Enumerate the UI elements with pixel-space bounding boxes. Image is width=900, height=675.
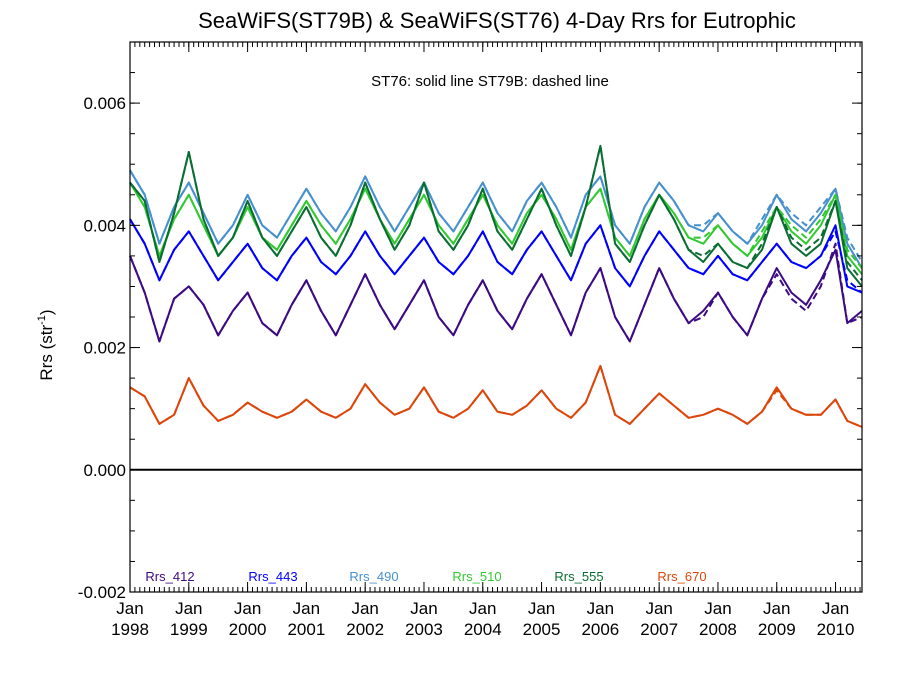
legend-rrs-412: Rrs_412	[145, 569, 194, 584]
x-tick-label-year: 2008	[699, 620, 737, 639]
x-tick-label-year: 2010	[817, 620, 855, 639]
x-tick-label-year: 2009	[758, 620, 796, 639]
legend-rrs-510: Rrs_510	[452, 569, 501, 584]
y-tick-label: 0.002	[83, 339, 126, 358]
series-line-dashed-rrs-670	[129, 364, 863, 428]
axes: -0.002 0.000 0.002 0.004 0.006 Jan 1998 Jan 1999…	[78, 41, 863, 639]
y-tick-label: 0.004	[83, 216, 126, 235]
x-tick-label-month: Jan	[234, 599, 261, 618]
x-tick-label-year: 2005	[523, 620, 561, 639]
legend-rrs-670: Rrs_670	[657, 569, 706, 584]
x-tick-label-year: 2000	[229, 620, 267, 639]
y-tick-label: -0.002	[78, 583, 126, 602]
plot-frame	[129, 41, 863, 593]
x-tick-label-year: 2004	[464, 620, 502, 639]
x-tick-label-month: Jan	[704, 599, 731, 618]
x-tick-label-year: 2001	[287, 620, 325, 639]
y-tick-label: 0.000	[83, 461, 126, 480]
x-tick-label-month: Jan	[645, 599, 672, 618]
series-line-dashed-rrs-443	[129, 218, 863, 294]
x-tick-label-month: Jan	[116, 599, 143, 618]
series-line-rrs-670	[129, 364, 863, 428]
x-tick-label-month: Jan	[351, 599, 378, 618]
x-tick-label-year: 1999	[170, 620, 208, 639]
line-style-note: ST76: solid line ST79B: dashed line	[371, 73, 609, 90]
x-tick-label-month: Jan	[293, 599, 320, 618]
x-tick-label-month: Jan	[528, 599, 555, 618]
x-tick-label-year: 2002	[346, 620, 384, 639]
y-axis-label: Rrs (str-1)	[36, 309, 56, 380]
series-line-rrs-555	[129, 144, 863, 288]
series-line-rrs-490	[129, 169, 863, 269]
x-tick-label-year: 2006	[581, 620, 619, 639]
x-tick-label-year: 1998	[111, 620, 149, 639]
x-tick-label-year: 2007	[640, 620, 678, 639]
legend-rrs-555: Rrs_555	[554, 569, 603, 584]
x-tick-label-month: Jan	[175, 599, 202, 618]
x-tick-label-month: Jan	[469, 599, 496, 618]
y-tick-label: 0.006	[83, 94, 126, 113]
series-line-rrs-510	[129, 182, 863, 275]
series-line-rrs-443	[129, 218, 863, 294]
legend-rrs-490: Rrs_490	[349, 569, 398, 584]
series-lines	[129, 144, 863, 428]
x-tick-label-month: Jan	[822, 599, 849, 618]
x-tick-label-month: Jan	[587, 599, 614, 618]
chart-title: SeaWiFS(ST79B) & SeaWiFS(ST76) 4-Day Rrs…	[198, 8, 796, 33]
x-tick-label-month: Jan	[763, 599, 790, 618]
x-tick-label-month: Jan	[410, 599, 437, 618]
x-tick-label-year: 2003	[405, 620, 443, 639]
series-line-rrs-412	[129, 248, 863, 343]
legend-rrs-443: Rrs_443	[248, 569, 297, 584]
legend: Rrs_412 Rrs_443 Rrs_490 Rrs_510 Rrs_555 Rrs_6…	[145, 569, 706, 584]
